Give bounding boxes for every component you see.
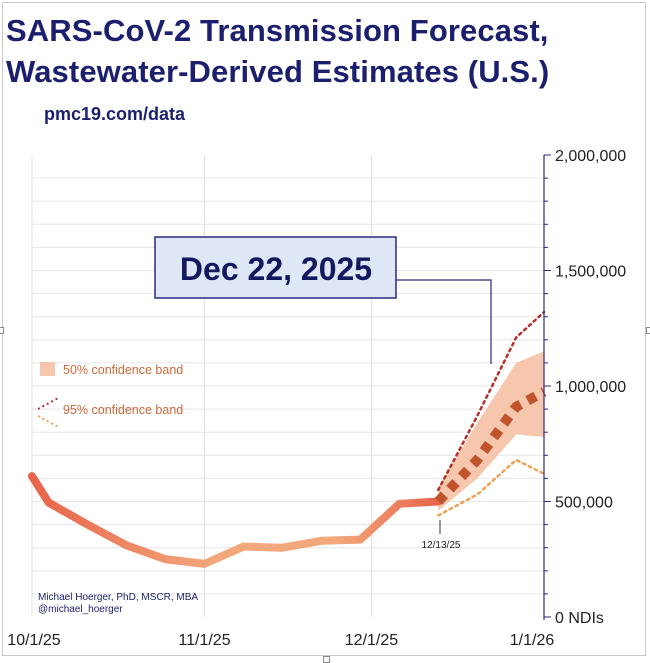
legend: 50% confidence band 95% confidence band xyxy=(37,362,183,429)
x-tick-label: 12/1/25 xyxy=(345,632,398,649)
x-tick-label: 1/1/26 xyxy=(510,632,555,649)
callout-leader xyxy=(396,279,492,364)
selection-handle-left[interactable] xyxy=(0,327,4,334)
band-95-upper-line xyxy=(437,310,546,492)
forecast-series-line xyxy=(434,387,547,505)
date-callout: Dec 22, 2025 xyxy=(154,236,492,364)
forecast-start-label: 12/13/25 xyxy=(422,540,461,551)
legend-swatch-95-lower xyxy=(37,415,61,429)
author-credit: Michael Hoerger, PhD, MSCR, MBA @michael… xyxy=(38,592,198,615)
legend-swatch-50 xyxy=(40,362,55,376)
callout-box xyxy=(154,236,397,299)
y-tick-label: 0 NDIs xyxy=(555,610,604,627)
x-tick-label: 11/1/25 xyxy=(178,632,230,649)
selection-handle-right[interactable] xyxy=(646,327,650,334)
legend-label-95: 95% confidence band xyxy=(63,403,183,417)
forecast-start-marker: 12/13/25 xyxy=(422,520,461,551)
credit-line-2: @michael_hoerger xyxy=(38,604,123,615)
x-tick-label: 10/1/25 xyxy=(7,632,60,649)
legend-swatch-95-upper xyxy=(37,396,61,410)
axes: 0 NDIs 500,000 1,000,000 1,500,000 2,000,000… xyxy=(7,148,626,649)
observed-series-line xyxy=(28,472,443,568)
legend-label-50: 50% confidence band xyxy=(63,363,183,377)
chart-title: SARS-CoV-2 Transmission Forecast, Wastew… xyxy=(6,10,549,92)
y-tick-label: 2,000,000 xyxy=(555,148,626,165)
band-95-lower-line xyxy=(437,458,546,517)
credit-line-1: Michael Hoerger, PhD, MSCR, MBA xyxy=(38,592,198,603)
chart-title-line-2: Wastewater-Derived Estimates (U.S.) xyxy=(6,54,550,89)
chart-title-line-1: SARS-CoV-2 Transmission Forecast, xyxy=(6,13,549,48)
series-lines xyxy=(28,387,547,568)
y-tick-label: 500,000 xyxy=(555,495,613,512)
callout-date: Dec 22, 2025 xyxy=(180,251,372,287)
y-tick-label: 1,000,000 xyxy=(555,379,626,396)
y-tick-label: 1,500,000 xyxy=(555,264,626,281)
chart-subtitle: pmc19.com/data xyxy=(44,104,186,124)
